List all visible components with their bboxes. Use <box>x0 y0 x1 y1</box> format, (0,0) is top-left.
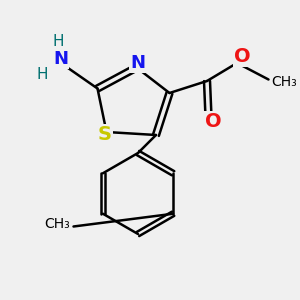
Text: O: O <box>205 112 221 131</box>
Text: O: O <box>234 47 251 66</box>
Text: CH₃: CH₃ <box>44 217 70 231</box>
Text: S: S <box>98 125 112 144</box>
Text: H: H <box>36 67 48 82</box>
Text: N: N <box>130 54 146 72</box>
Text: N: N <box>53 50 68 68</box>
Text: H: H <box>53 34 64 50</box>
Text: CH₃: CH₃ <box>271 75 297 89</box>
